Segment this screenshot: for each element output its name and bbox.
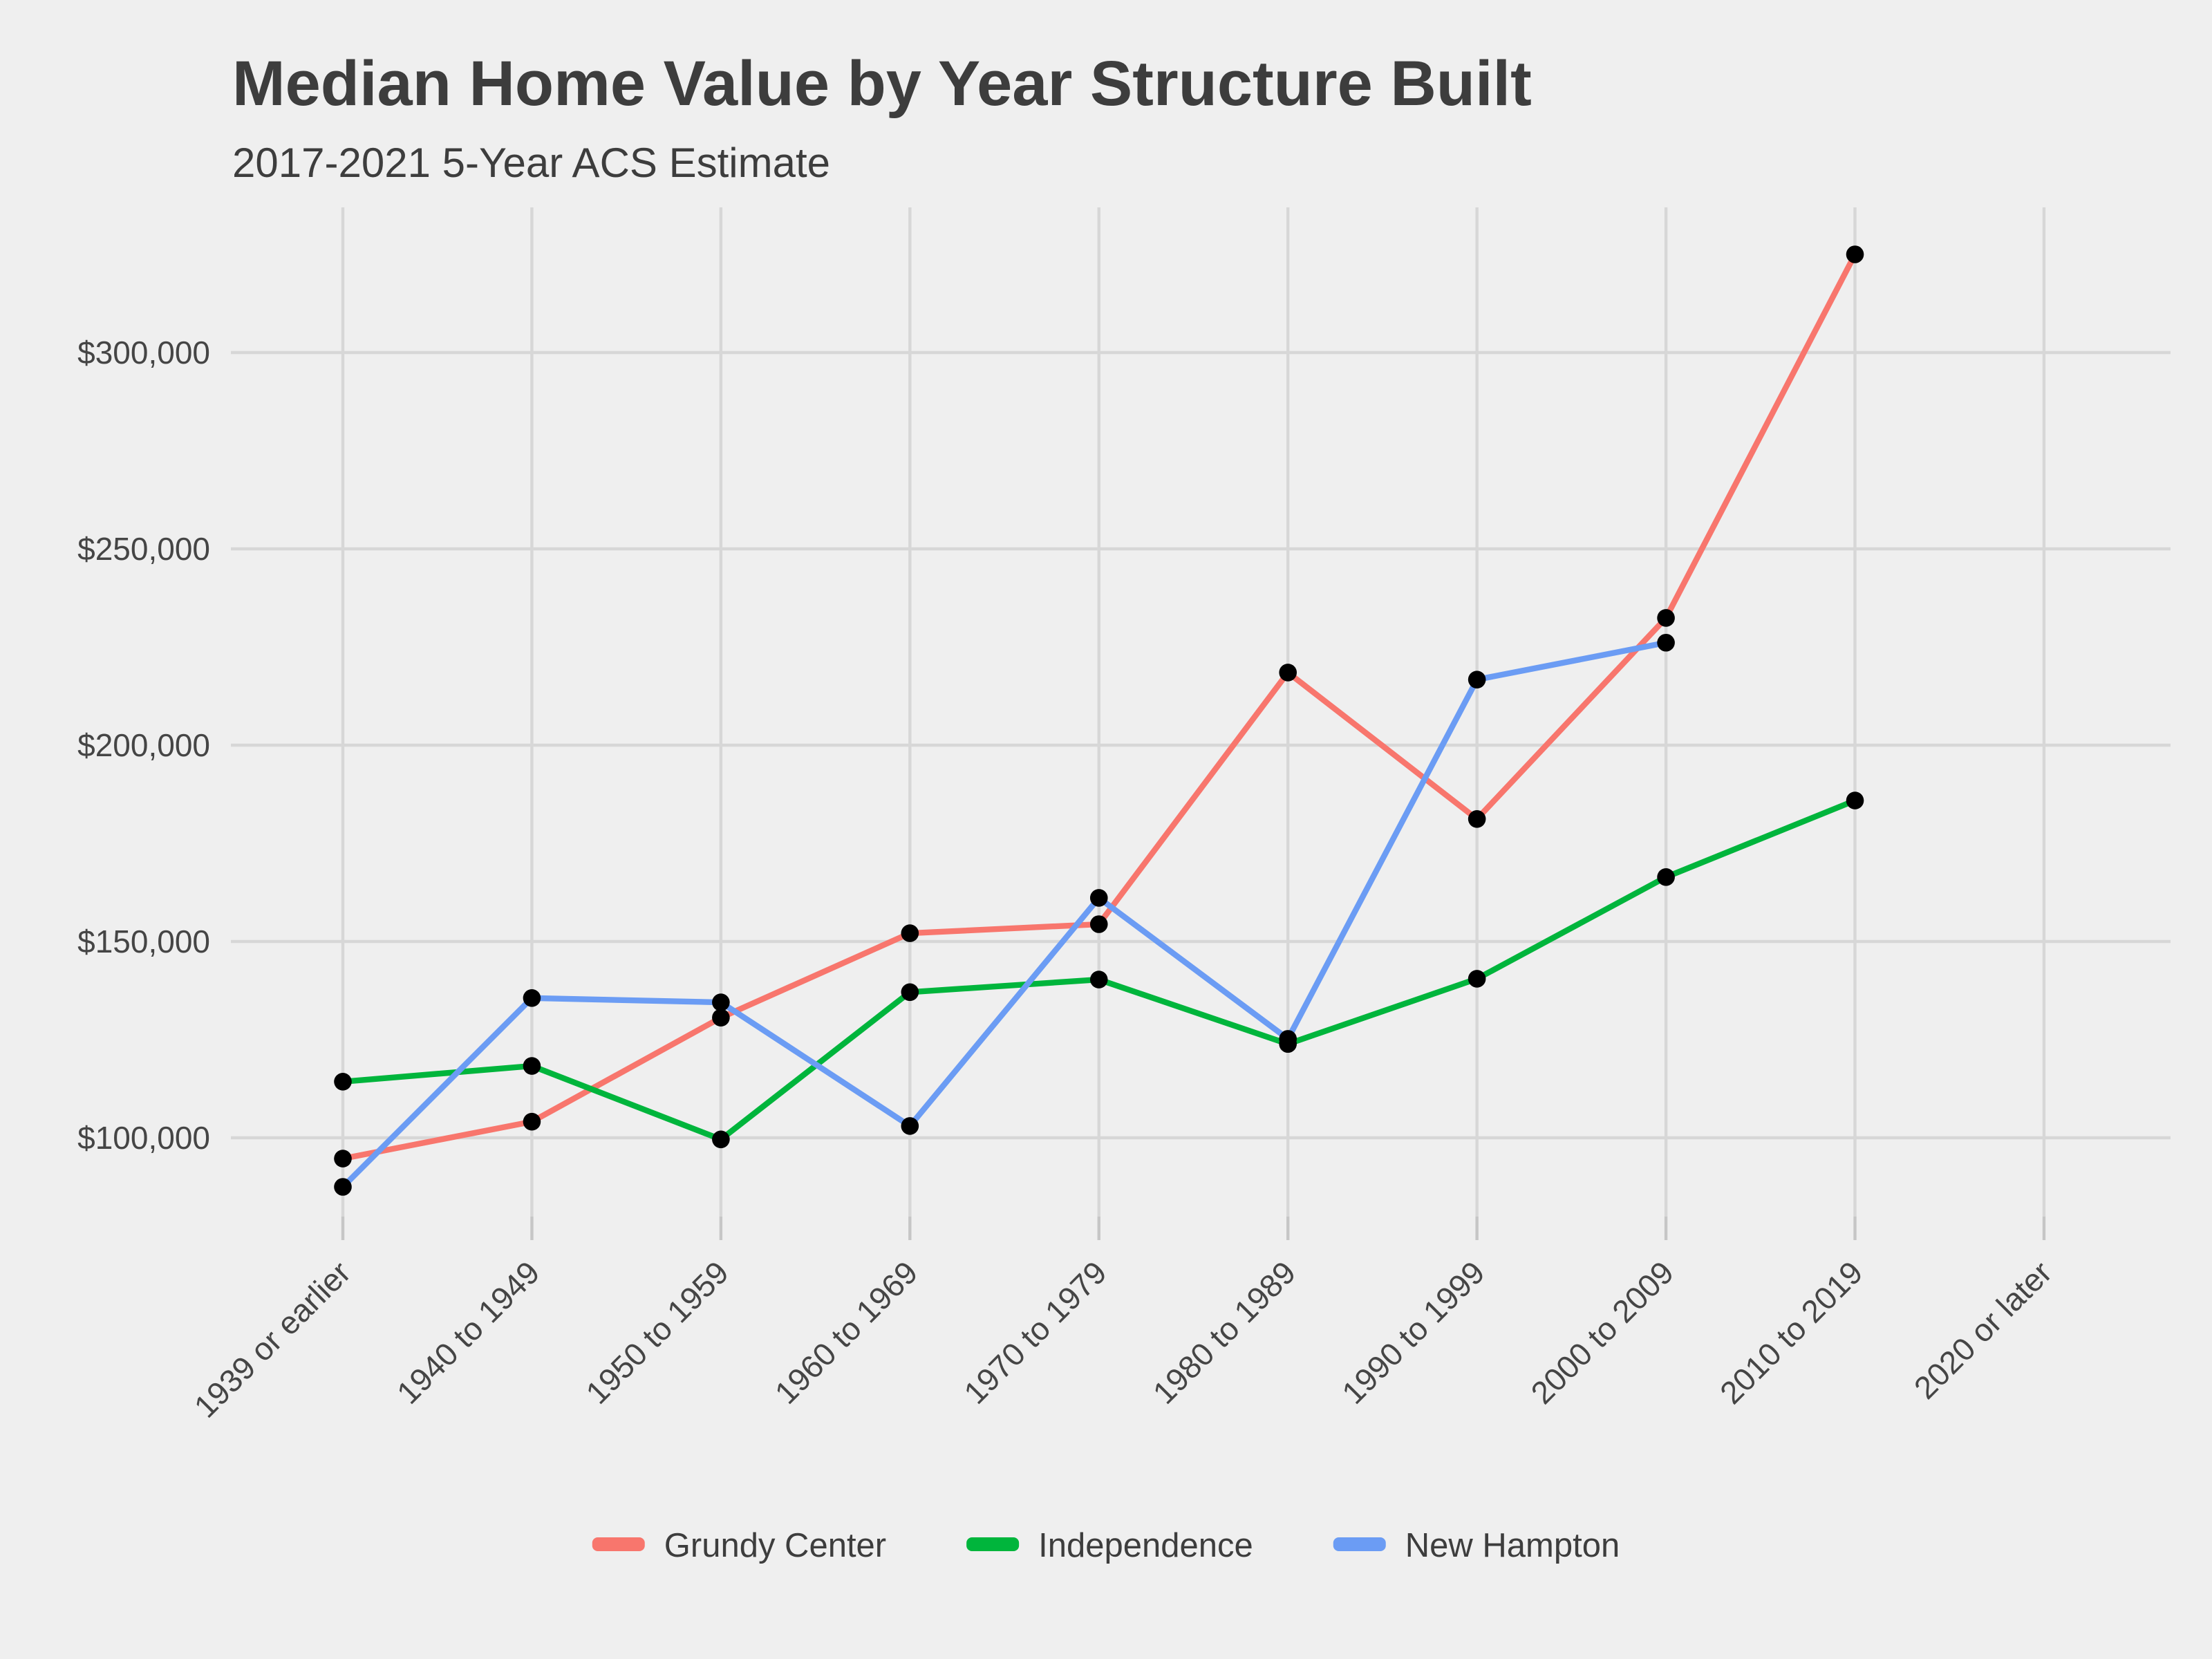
legend-item-label: Grundy Center [664,1527,886,1564]
data-point [1279,1030,1297,1048]
chart-subtitle: 2017-2021 5-Year ACS Estimate [232,140,830,186]
data-point [334,1072,352,1091]
legend-item: Grundy Center [592,1527,886,1564]
grid-layer [231,207,2171,1217]
y-tick-label: $150,000 [77,924,210,959]
data-point [1468,970,1486,988]
data-point [1657,609,1675,627]
series-line-new-hampton [339,639,1669,1190]
legend-swatch [1333,1537,1386,1551]
y-tick-label: $300,000 [77,335,210,371]
data-point [1279,664,1297,682]
data-point [1089,889,1108,907]
legend-item-label: Independence [1038,1527,1253,1564]
legend-swatch [966,1537,1020,1551]
data-point [334,1150,352,1168]
legend: Grundy Center Independence New Hampton [592,1527,1620,1564]
y-tick-label: $250,000 [77,531,210,567]
data-point [712,1009,730,1027]
data-point [1468,671,1486,688]
data-point [1657,868,1675,886]
data-point [1468,809,1486,828]
data-point [1846,791,1864,809]
data-point [901,983,919,1002]
data-point [901,1117,919,1135]
data-point [712,993,730,1011]
data-point [334,1178,352,1196]
legend-item: Independence [966,1527,1253,1564]
data-point [1089,915,1108,933]
data-point [523,1057,541,1075]
chart-title: Median Home Value by Year Structure Buil… [232,48,1532,119]
data-point [1846,245,1864,263]
data-point [523,1112,541,1131]
data-point [901,924,919,942]
points-layer [334,245,1864,1196]
data-point [1089,971,1108,988]
legend-item: New Hampton [1333,1527,1620,1564]
data-point [523,988,541,1007]
data-point [1657,633,1675,652]
legend-item-label: New Hampton [1405,1527,1620,1564]
y-tick-label: $200,000 [77,727,210,763]
y-tick-label: $100,000 [77,1120,210,1156]
data-point [712,1130,730,1149]
legend-swatch [592,1537,645,1551]
